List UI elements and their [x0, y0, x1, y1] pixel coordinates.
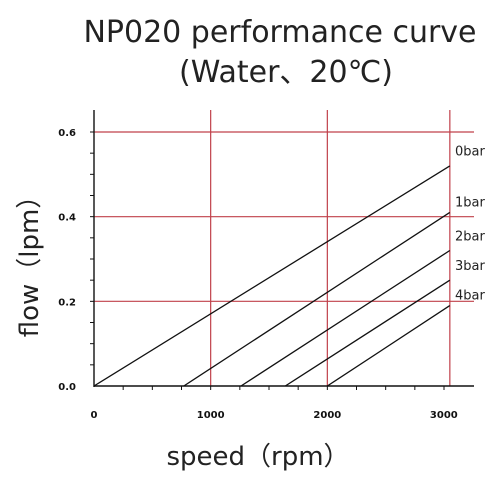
x-axis-label: speed（rpm） [166, 442, 349, 472]
series-label-4bar: 4bar [455, 289, 485, 304]
chart-title-line2: (Water、20℃) [179, 55, 393, 90]
series-line-0bar [93, 165, 451, 387]
series-line-4bar [326, 305, 451, 387]
y-tick-label-1: 0.2 [58, 297, 76, 308]
y-tick-label-3: 0.6 [58, 128, 76, 139]
y-tick-label-0: 0.0 [58, 382, 76, 393]
x-tick-label-2: 2000 [313, 410, 341, 421]
y-tick-label-2: 0.4 [58, 213, 76, 224]
x-tick-label-1: 1000 [197, 410, 225, 421]
series-line-1bar [183, 211, 451, 387]
series-lines [93, 165, 451, 387]
series-line-3bar [284, 279, 451, 387]
chart-title-line1: NP020 performance curve [83, 15, 476, 50]
series-label-2bar: 2bar [455, 229, 485, 244]
series-label-0bar: 0bar [455, 145, 485, 160]
series-labels: 0bar 1bar 2bar 3bar 4bar [455, 145, 485, 304]
tick-labels: 0.0 0.2 0.4 0.6 0 1000 2000 3000 [58, 128, 458, 421]
axes [90, 110, 474, 390]
x-tick-label-0: 0 [91, 410, 98, 421]
series-line-2bar [240, 249, 451, 387]
series-label-3bar: 3bar [455, 259, 485, 274]
y-axis-label: flow（lpm） [15, 183, 45, 338]
x-tick-label-3: 3000 [430, 410, 458, 421]
series-label-1bar: 1bar [455, 195, 485, 210]
grid [94, 110, 474, 386]
